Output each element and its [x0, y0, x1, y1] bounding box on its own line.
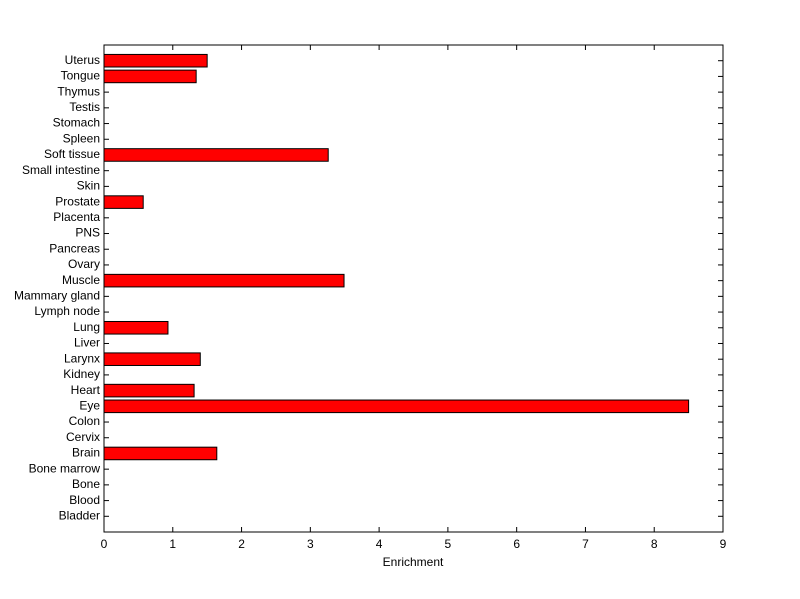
bar — [103, 273, 345, 288]
y-tick-label: Tongue — [61, 69, 101, 83]
y-tick-label: Brain — [72, 446, 100, 460]
bar — [103, 383, 195, 398]
bar — [103, 53, 208, 68]
x-tick-label: 0 — [101, 537, 108, 551]
y-tick-label: Bladder — [59, 508, 100, 522]
y-tick-label: Eye — [79, 398, 100, 412]
x-tick-label: 3 — [307, 537, 314, 551]
y-tick-label: Soft tissue — [44, 147, 100, 161]
y-tick-label: Lymph node — [34, 304, 100, 318]
x-axis-label: Enrichment — [383, 555, 444, 569]
y-tick-label: Stomach — [53, 116, 100, 130]
y-tick-label: Blood — [69, 493, 100, 507]
y-tick-label: PNS — [75, 226, 100, 240]
y-tick-label: Ovary — [68, 257, 100, 271]
y-tick-label: Skin — [77, 179, 100, 193]
y-tick-label: Liver — [74, 336, 100, 350]
y-tick-label: Bone marrow — [29, 461, 101, 475]
y-tick-label: Pancreas — [49, 241, 100, 255]
x-tick-label: 2 — [238, 537, 245, 551]
y-tick-label: Prostate — [55, 194, 100, 208]
bar — [103, 69, 197, 84]
y-tick-label: Small intestine — [22, 163, 100, 177]
bar — [103, 320, 169, 335]
y-tick-label: Lung — [73, 320, 100, 334]
bar — [103, 195, 144, 209]
y-tick-label: Bone — [72, 477, 100, 491]
y-tick-label: Muscle — [62, 273, 100, 287]
y-tick-label: Larynx — [64, 351, 100, 365]
y-tick-label: Kidney — [63, 367, 100, 381]
y-tick-label: Cervix — [66, 430, 100, 444]
x-tick-label: 7 — [582, 537, 589, 551]
y-tick-label: Mammary gland — [14, 289, 100, 303]
x-tick-label: 9 — [720, 537, 727, 551]
x-tick-label: 8 — [651, 537, 658, 551]
y-tick-label: Testis — [69, 100, 100, 114]
y-tick-label: Spleen — [63, 131, 100, 145]
y-tick-label: Placenta — [53, 210, 100, 224]
x-tick-label: 5 — [445, 537, 452, 551]
y-tick-label: Heart — [71, 383, 101, 397]
y-tick-label: Thymus — [57, 84, 100, 98]
bar — [103, 352, 201, 366]
x-tick-label: 1 — [169, 537, 176, 551]
bar — [103, 446, 218, 461]
y-tick-label: Uterus — [65, 53, 100, 67]
y-tick-label: Colon — [69, 414, 100, 428]
bar — [103, 148, 329, 162]
x-tick-label: 4 — [376, 537, 383, 551]
x-tick-label: 6 — [513, 537, 520, 551]
bar — [103, 399, 690, 414]
